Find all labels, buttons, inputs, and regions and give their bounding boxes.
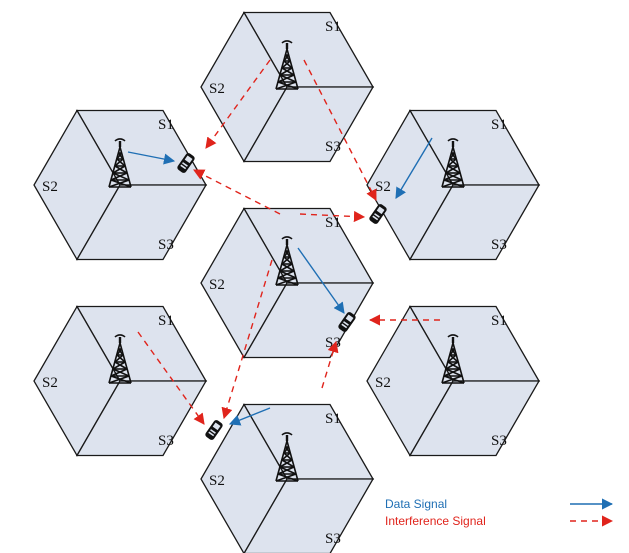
sector-layer (33, 11, 541, 553)
sector-label: S2 (375, 375, 391, 391)
sector-label: S2 (42, 375, 58, 391)
sector-label: S3 (325, 139, 341, 155)
sector-label: S2 (42, 179, 58, 195)
sector-label: S2 (209, 277, 225, 293)
interference-signal-arrow (321, 340, 339, 389)
sector-label: S1 (325, 215, 341, 231)
sector-label: S3 (491, 237, 507, 253)
legend-data-signal-label: Data Signal (385, 497, 447, 511)
sector-label: S1 (325, 411, 341, 427)
data-signal-arrow (228, 407, 271, 426)
cell-1-sector-s3 (242, 86, 375, 163)
interference-signal-arrow (205, 59, 271, 149)
sector-label: S3 (491, 433, 507, 449)
signal-layer (127, 59, 440, 426)
interference-signal-arrow (193, 169, 281, 215)
interference-signal-arrow (137, 331, 205, 425)
cell-3-sector-s3 (408, 184, 541, 261)
sector-label: S2 (375, 179, 391, 195)
legend-interference-signal-label: Interference Signal (385, 514, 486, 528)
data-signal-arrow (127, 151, 176, 165)
sector-label: S3 (158, 433, 174, 449)
sector-label: S2 (209, 81, 225, 97)
cell-2-sector-s3 (75, 184, 208, 261)
sector-label: S1 (325, 19, 341, 35)
sector-label: S3 (158, 237, 174, 253)
legend: Data Signal Interference Signal (385, 497, 614, 528)
interference-signal-arrow (221, 259, 273, 420)
data-signal-arrow (395, 137, 433, 199)
interference-signal-arrow (303, 59, 377, 201)
cell-5-sector-s3 (75, 380, 208, 457)
sector-label: S1 (491, 117, 507, 133)
sector-label: S1 (491, 313, 507, 329)
sector-label: S2 (209, 473, 225, 489)
sector-label: S3 (325, 531, 341, 547)
sector-label: S3 (325, 335, 341, 351)
data-signal-arrow (297, 247, 345, 314)
sector-label: S1 (158, 117, 174, 133)
mobile-phone-icon (204, 418, 224, 442)
cell-7-sector-s3 (243, 478, 375, 553)
sector-label: S1 (158, 313, 174, 329)
cell-6-sector-s3 (408, 380, 541, 457)
